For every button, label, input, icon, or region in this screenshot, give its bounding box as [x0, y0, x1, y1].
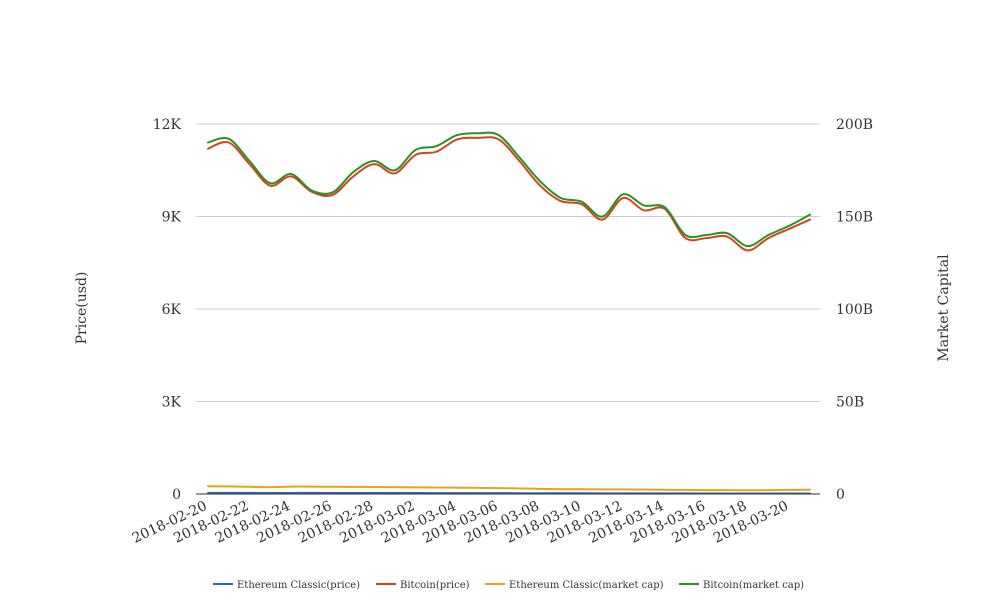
- y-left-tick-label: 12K: [153, 117, 182, 133]
- y-right-tick-label: 150B: [836, 210, 873, 226]
- series-lines: [207, 131, 811, 495]
- legend-item-ethereum-classic-price[interactable]: Ethereum Classic(price): [213, 580, 360, 591]
- legend-item-bitcoin-price[interactable]: Bitcoin(price): [376, 580, 470, 591]
- legend-label: Ethereum Classic(market cap): [509, 580, 664, 591]
- legend-label: Bitcoin(market cap): [703, 580, 804, 591]
- legend: Ethereum Classic(price) Bitcoin(price) Eth…: [213, 580, 804, 591]
- y-axis-right-title: Market Capital: [936, 254, 952, 362]
- legend-item-ethereum-classic-market-cap[interactable]: Ethereum Classic(market cap): [485, 580, 664, 591]
- legend-label: Ethereum Classic(price): [237, 580, 360, 591]
- gridlines: [196, 123, 820, 495]
- series-line-bitcoin-market-cap: [207, 131, 811, 248]
- y-left-tick-label: 3K: [162, 395, 182, 411]
- y-right-tick-label: 200B: [836, 117, 873, 133]
- y-right-tick-label: 100B: [836, 302, 873, 318]
- legend-item-bitcoin-market-cap[interactable]: Bitcoin(market cap): [679, 580, 804, 591]
- series-line-ethereum-classic-market-cap: [207, 485, 811, 492]
- y-left-tick-label: 0: [172, 487, 181, 503]
- legend-label: Bitcoin(price): [400, 580, 470, 591]
- y-left-tick-label: 9K: [162, 210, 182, 226]
- y-right-tick-label: 0: [836, 487, 845, 503]
- series-line-bitcoin-price: [207, 136, 811, 252]
- y-axis-left-title: Price(usd): [74, 272, 90, 345]
- y-right-tick-label: 50B: [836, 395, 864, 411]
- y-left-tick-label: 6K: [162, 302, 182, 318]
- axes: 03K6K9K12K050B100B150B200B2018-02-202018…: [130, 117, 873, 547]
- series-line-ethereum-classic-price: [207, 491, 811, 495]
